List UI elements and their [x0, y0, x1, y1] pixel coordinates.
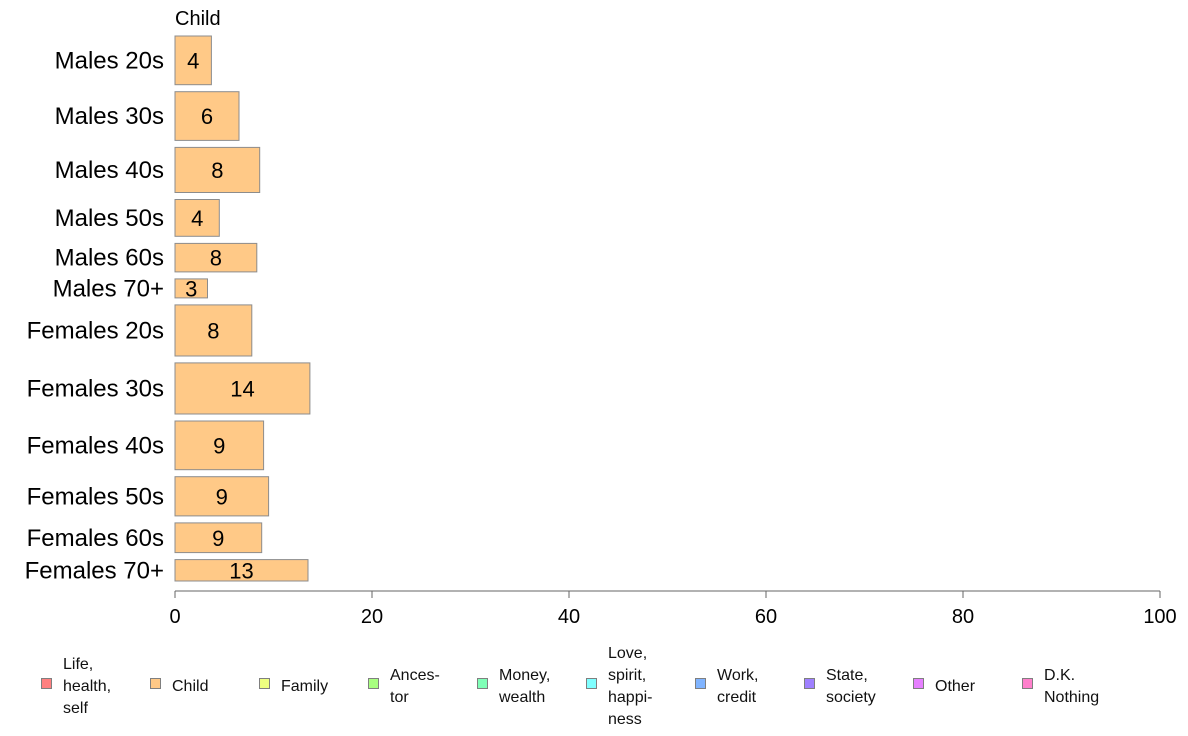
- bar-11: [174, 559, 309, 582]
- panel-title: Child: [175, 8, 221, 30]
- x-tick-label: 20: [361, 606, 383, 628]
- x-tick-label: 60: [755, 606, 777, 628]
- bar-9: [174, 476, 270, 517]
- category-label: Males 60s: [55, 245, 164, 272]
- legend-swatch: [804, 678, 815, 689]
- legend-label: Life, health, self: [63, 656, 112, 717]
- bar-10: [174, 522, 263, 554]
- category-label: Males 40s: [55, 157, 164, 184]
- bar-value-label: 6: [201, 104, 213, 129]
- legend-label: Child: [172, 678, 209, 695]
- legend-swatch: [477, 678, 488, 689]
- category-label: Males 20s: [55, 47, 164, 74]
- x-tick-label: 0: [169, 606, 180, 628]
- legend-label: Other: [935, 678, 976, 695]
- category-label: Females 60s: [27, 525, 164, 552]
- x-axis: 0 20 40 60 80 100: [169, 590, 1177, 628]
- bar-0: [174, 35, 212, 86]
- bar-value-label: 9: [216, 484, 228, 509]
- bar-8: [174, 420, 265, 471]
- category-label: Males 50s: [55, 205, 164, 232]
- bar-3: [174, 199, 220, 237]
- legend-swatch: [1022, 678, 1033, 689]
- bar-value-label: 8: [211, 158, 223, 183]
- x-tick-label: 80: [952, 606, 974, 628]
- bar-value-label: 9: [213, 433, 225, 458]
- bar-value-label: 14: [230, 377, 254, 402]
- x-tick-label: 100: [1143, 606, 1176, 628]
- category-label: Females 70+: [25, 557, 164, 584]
- legend-label: State, society: [826, 667, 876, 706]
- legend-swatch: [586, 678, 597, 689]
- bar-7: [174, 362, 311, 415]
- category-label: Females 30s: [27, 376, 164, 403]
- bar-value-label: 3: [185, 276, 197, 301]
- legend-label: Family: [281, 678, 329, 695]
- category-label: Females 50s: [27, 483, 164, 510]
- bar-value-label: 4: [191, 206, 203, 231]
- bar-1: [174, 91, 240, 141]
- bar-value-label: 8: [207, 318, 219, 343]
- legend-swatch: [368, 678, 379, 689]
- bar-value-label: 13: [229, 558, 253, 583]
- category-label: Females 40s: [27, 432, 164, 459]
- legend-swatch: [41, 678, 52, 689]
- category-label: Males 30s: [55, 103, 164, 130]
- legend-label: D.K. Nothing: [1044, 667, 1100, 706]
- category-label: Females 20s: [27, 317, 164, 344]
- legend-swatch: [259, 678, 270, 689]
- legend-label: Love, spirit, happi- ness: [608, 645, 653, 728]
- bar-6: [174, 304, 253, 357]
- bar-value-label: 4: [187, 48, 199, 73]
- legend-label: Work, credit: [717, 667, 759, 706]
- legend-label: Ances- tor: [390, 667, 440, 706]
- legend: Life, health, self Child Family Ances- tor M…: [30, 642, 1180, 732]
- category-label: Males 70+: [53, 275, 164, 302]
- bar-value-label: 8: [210, 246, 222, 271]
- bar-5: [174, 278, 208, 299]
- bar-value-label: 9: [212, 526, 224, 551]
- x-tick-label: 40: [558, 606, 580, 628]
- legend-swatch: [695, 678, 706, 689]
- legend-label: Money, wealth: [499, 667, 551, 706]
- bars-group: Males 20s 4 Males 30s 6 Males 40s 8 Males 50s 4…: [25, 35, 311, 584]
- bar-2: [174, 146, 261, 193]
- legend-swatch: [913, 678, 924, 689]
- legend-swatch: [150, 678, 161, 689]
- bar-4: [174, 242, 258, 273]
